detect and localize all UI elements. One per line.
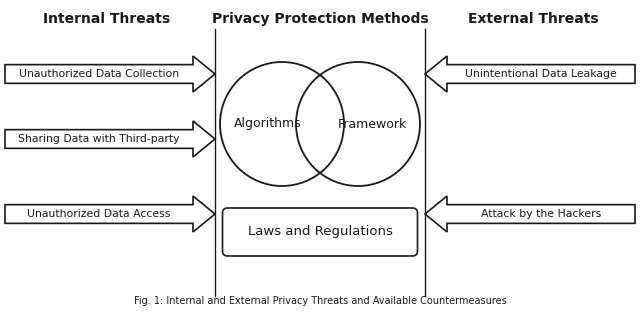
Text: Sharing Data with Third-party: Sharing Data with Third-party	[19, 134, 180, 144]
Text: Unauthorized Data Access: Unauthorized Data Access	[28, 209, 171, 219]
FancyBboxPatch shape	[223, 208, 417, 256]
Polygon shape	[5, 56, 215, 92]
Text: Unauthorized Data Collection: Unauthorized Data Collection	[19, 69, 179, 79]
Text: Attack by the Hackers: Attack by the Hackers	[481, 209, 601, 219]
Text: Privacy Protection Methods: Privacy Protection Methods	[212, 12, 428, 26]
Text: Unintentional Data Leakage: Unintentional Data Leakage	[465, 69, 617, 79]
Text: External Threats: External Threats	[468, 12, 598, 26]
Text: Internal Threats: Internal Threats	[44, 12, 171, 26]
Text: Laws and Regulations: Laws and Regulations	[248, 225, 392, 239]
Text: Algorithms: Algorithms	[234, 117, 302, 131]
Text: Fig. 1: Internal and External Privacy Threats and Available Countermeasures: Fig. 1: Internal and External Privacy Th…	[134, 296, 506, 306]
Polygon shape	[425, 56, 635, 92]
Polygon shape	[5, 121, 215, 157]
Polygon shape	[5, 196, 215, 232]
Text: Framework: Framework	[337, 117, 406, 131]
Polygon shape	[425, 196, 635, 232]
